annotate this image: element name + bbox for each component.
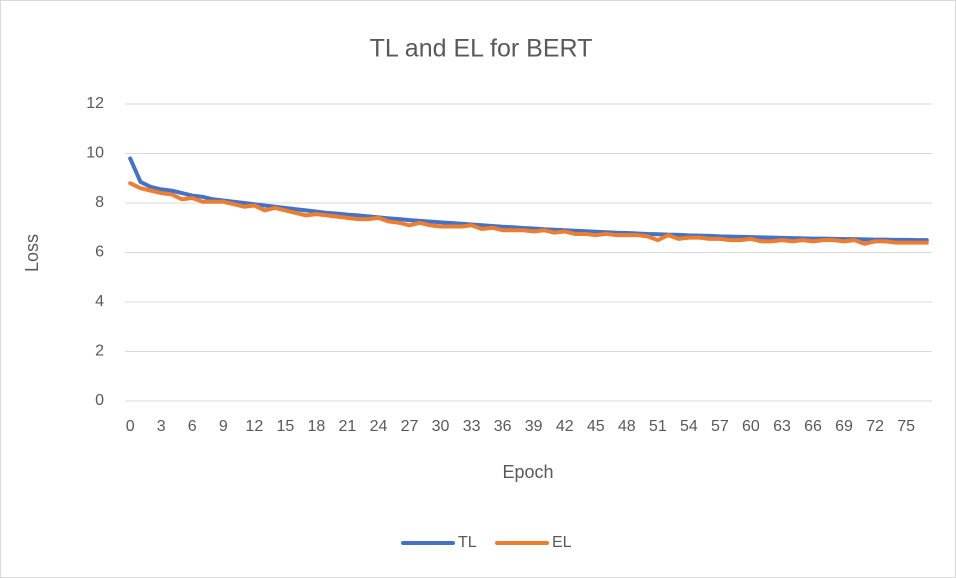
x-tick-label: 75: [897, 418, 915, 435]
x-tick-label: 69: [835, 418, 853, 435]
x-tick-label: 36: [494, 418, 512, 435]
x-tick-label: 18: [308, 418, 326, 435]
x-tick-label: 33: [463, 418, 481, 435]
y-tick-label: 6: [95, 244, 104, 261]
x-tick-label: 42: [556, 418, 574, 435]
x-tick-label: 63: [773, 418, 791, 435]
y-tick-label: 0: [95, 392, 104, 409]
y-tick-label: 2: [95, 343, 104, 360]
y-tick-label: 4: [95, 293, 104, 310]
series-line: [128, 181, 929, 246]
x-tick-label: 0: [126, 418, 135, 435]
series-line: [128, 156, 929, 243]
y-tick-label: 8: [95, 194, 104, 211]
chart-title: TL and EL for BERT: [370, 35, 593, 63]
legend-label: EL: [552, 534, 572, 551]
x-tick-label: 60: [742, 418, 760, 435]
x-tick-label: 57: [711, 418, 729, 435]
x-tick-label: 48: [618, 418, 636, 435]
legend-label: TL: [458, 534, 477, 551]
x-tick-label: 45: [587, 418, 605, 435]
x-tick-label: 54: [680, 418, 698, 435]
x-tick-label: 66: [804, 418, 822, 435]
y-tick-label: 12: [86, 95, 104, 112]
y-axis-label: Loss: [22, 234, 42, 272]
x-tick-label: 27: [401, 418, 419, 435]
x-tick-label: 12: [245, 418, 263, 435]
y-tick-label: 10: [86, 145, 104, 162]
x-tick-label: 24: [370, 418, 388, 435]
x-tick-label: 30: [432, 418, 450, 435]
x-tick-label: 21: [339, 418, 357, 435]
x-axis-label: Epoch: [502, 462, 553, 482]
x-tick-label: 6: [188, 418, 197, 435]
x-tick-label: 72: [866, 418, 884, 435]
x-tick-label: 39: [525, 418, 543, 435]
x-tick-label: 15: [276, 418, 294, 435]
x-tick-label: 51: [649, 418, 667, 435]
x-tick-label: 9: [219, 418, 228, 435]
x-tick-label: 3: [157, 418, 166, 435]
